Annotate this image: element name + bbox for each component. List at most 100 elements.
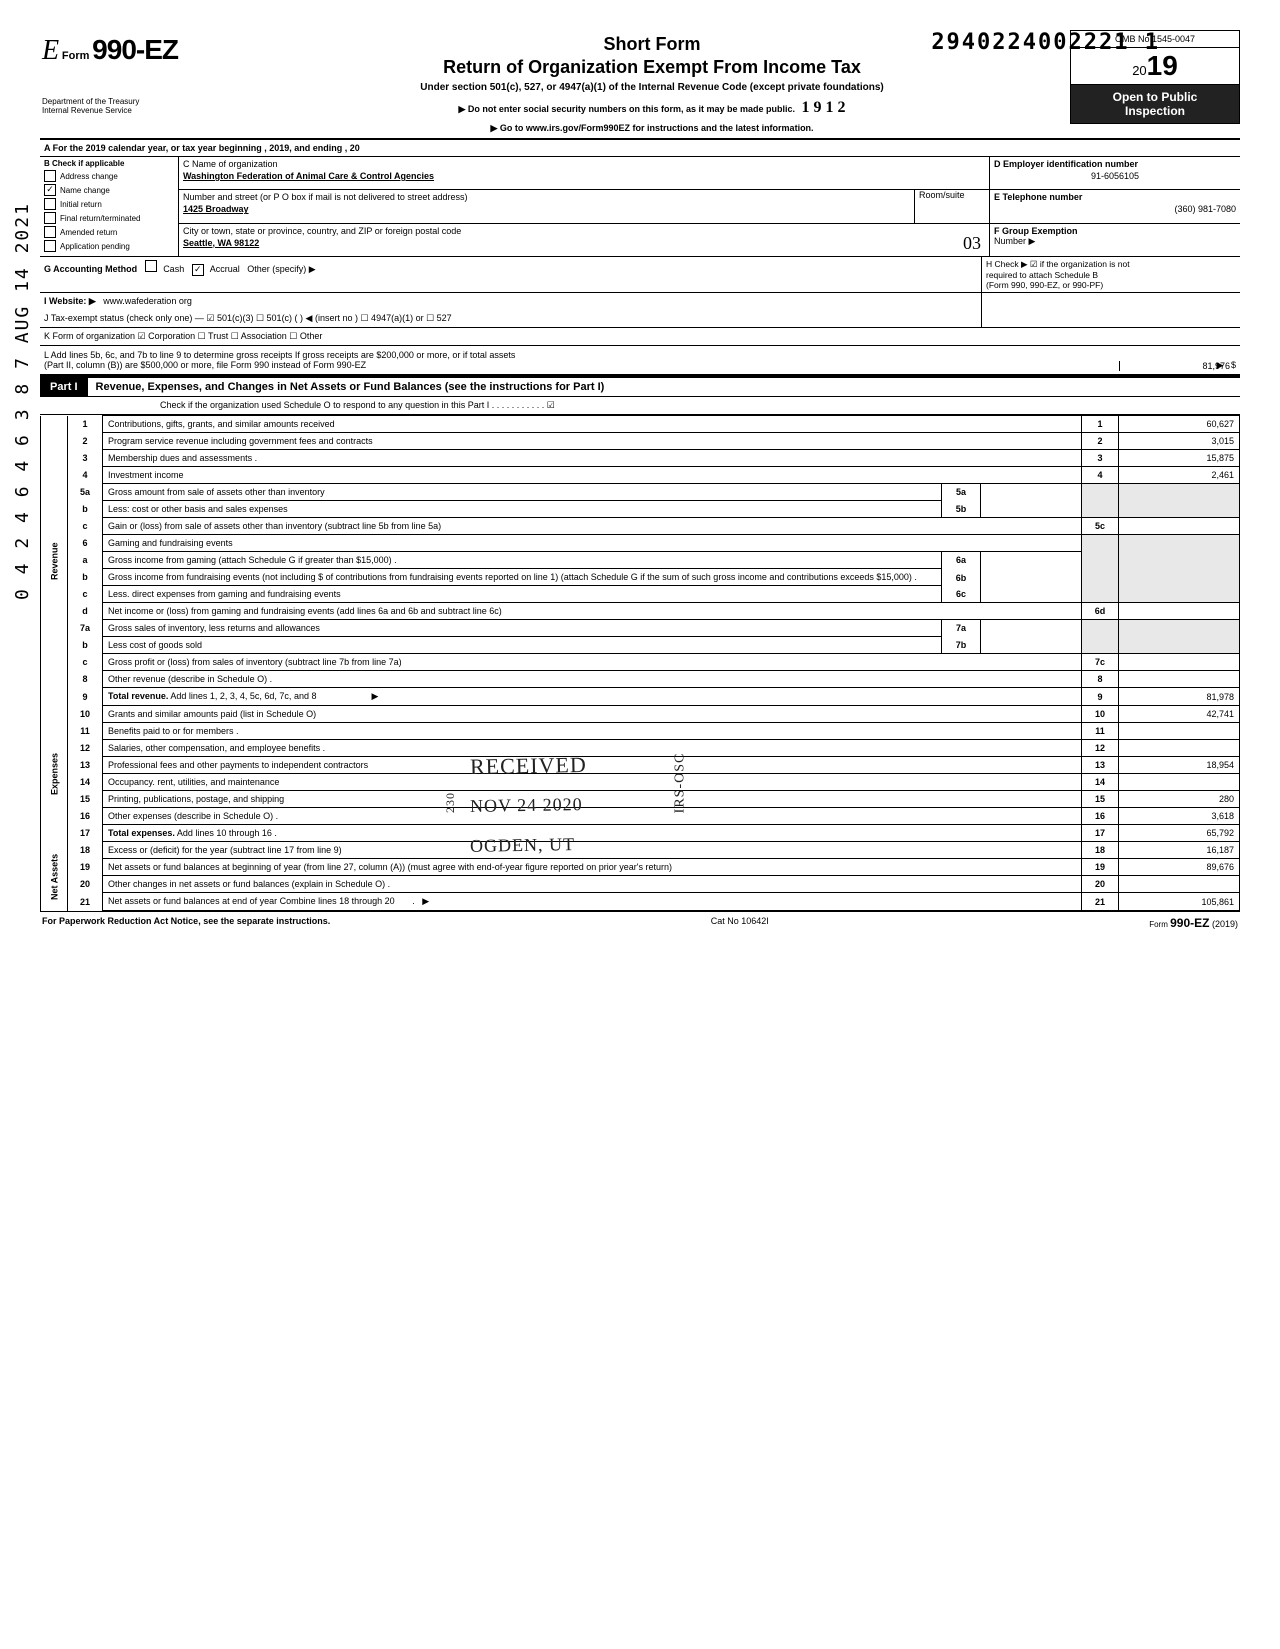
row6d-amt bbox=[1119, 603, 1240, 620]
h-line1: H Check ▶ ☑ if the organization is not bbox=[986, 259, 1236, 270]
document-number: 2940224002221 1 bbox=[931, 30, 1160, 55]
row3-box: 3 bbox=[1082, 450, 1119, 467]
footer-left: For Paperwork Reduction Act Notice, see … bbox=[42, 916, 330, 930]
cb-accrual-label: Accrual bbox=[210, 264, 240, 274]
part1-title: Revenue, Expenses, and Changes in Net As… bbox=[88, 378, 1240, 396]
instruction-goto-irs: ▶ Go to www.irs.gov/Form990EZ for instru… bbox=[240, 123, 1064, 134]
row15-desc: Printing, publications, postage, and shi… bbox=[103, 791, 1082, 808]
cb-address-change[interactable] bbox=[44, 170, 56, 182]
row20-num: 20 bbox=[68, 876, 103, 893]
cb-accrual[interactable]: ✓ bbox=[192, 264, 204, 276]
side-netassets: Net Assets bbox=[41, 842, 68, 911]
row19-desc: Net assets or fund balances at beginning… bbox=[103, 859, 1082, 876]
cb-application-pending[interactable] bbox=[44, 240, 56, 252]
d-ein-label: D Employer identification number bbox=[994, 159, 1236, 169]
row14-desc: Occupancy. rent, utilities, and maintena… bbox=[103, 774, 1082, 791]
cb-initial-return[interactable] bbox=[44, 198, 56, 210]
row7c-desc: Gross profit or (loss) from sales of inv… bbox=[103, 654, 1082, 671]
form-title: Return of Organization Exempt From Incom… bbox=[240, 57, 1064, 78]
cb-application-pending-label: Application pending bbox=[60, 242, 130, 251]
row6c-iamt bbox=[981, 586, 1082, 603]
form-number: 990-EZ bbox=[92, 34, 178, 65]
row9-desc: Total revenue. Add lines 1, 2, 3, 4, 5c,… bbox=[103, 688, 1082, 706]
handwritten-03: 03 bbox=[963, 233, 981, 254]
row14-box: 14 bbox=[1082, 774, 1119, 791]
row7b-desc: Less cost of goods sold bbox=[103, 637, 942, 654]
org-name: Washington Federation of Animal Care & C… bbox=[183, 171, 985, 181]
row9-box: 9 bbox=[1082, 688, 1119, 706]
row5b-iamt bbox=[981, 501, 1082, 518]
row1-box: 1 bbox=[1082, 416, 1119, 433]
cb-amended-return[interactable] bbox=[44, 226, 56, 238]
row6b-ibox: 6b bbox=[942, 569, 981, 586]
row18-box: 18 bbox=[1082, 842, 1119, 859]
row11-num: 11 bbox=[68, 723, 103, 740]
row11-desc: Benefits paid to or for members . bbox=[103, 723, 1082, 740]
row6b-desc: Gross income from fundraising events (no… bbox=[103, 569, 942, 586]
row6d-desc: Net income or (loss) from gaming and fun… bbox=[103, 603, 1082, 620]
row7a-ibox: 7a bbox=[942, 620, 981, 637]
f-group-number: Number ▶ bbox=[994, 236, 1035, 246]
row19-num: 19 bbox=[68, 859, 103, 876]
row17-num: 17 bbox=[68, 825, 103, 842]
row5a-ibox: 5a bbox=[942, 484, 981, 501]
cb-name-change[interactable]: ✓ bbox=[44, 184, 56, 196]
row6a-iamt bbox=[981, 552, 1082, 569]
row6c-desc: Less. direct expenses from gaming and fu… bbox=[103, 586, 942, 603]
row18-desc: Excess or (deficit) for the year (subtra… bbox=[103, 842, 1082, 859]
row5b-desc: Less: cost or other basis and sales expe… bbox=[103, 501, 942, 518]
form-prefix: Form bbox=[62, 50, 90, 62]
cb-final-return[interactable] bbox=[44, 212, 56, 224]
row11-box: 11 bbox=[1082, 723, 1119, 740]
row7c-amt bbox=[1119, 654, 1240, 671]
c-addr-label: Number and street (or P O box if mail is… bbox=[183, 192, 914, 202]
org-address: 1425 Broadway bbox=[183, 204, 914, 214]
cb-cash-label: Cash bbox=[163, 264, 184, 274]
f-group-label: F Group Exemption bbox=[994, 226, 1078, 236]
row1-amt: 60,627 bbox=[1119, 416, 1240, 433]
row5c-box: 5c bbox=[1082, 518, 1119, 535]
row15-amt: 280 bbox=[1119, 791, 1240, 808]
gray-5ab-amt bbox=[1119, 484, 1240, 518]
row9-num: 9 bbox=[68, 688, 103, 706]
row10-box: 10 bbox=[1082, 706, 1119, 723]
side-revenue: Revenue bbox=[41, 416, 68, 706]
row6c-ibox: 6c bbox=[942, 586, 981, 603]
e-tel-label: E Telephone number bbox=[994, 192, 1236, 202]
website-value: www.wafederation org bbox=[103, 296, 192, 306]
l-line1: L Add lines 5b, 6c, and 7b to line 9 to … bbox=[44, 350, 1236, 360]
org-city: Seattle, WA 98122 bbox=[183, 238, 985, 248]
row20-amt bbox=[1119, 876, 1240, 893]
l-line2: (Part II, column (B)) are $500,000 or mo… bbox=[44, 360, 366, 370]
i-label: I Website: ▶ bbox=[44, 296, 96, 306]
line-a-tax-year: A For the 2019 calendar year, or tax yea… bbox=[40, 140, 1240, 157]
gray-5ab bbox=[1082, 484, 1119, 518]
part1-label: Part I bbox=[40, 378, 88, 396]
c-name-label: C Name of organization bbox=[183, 159, 985, 169]
row17-box: 17 bbox=[1082, 825, 1119, 842]
row7a-desc: Gross sales of inventory, less returns a… bbox=[103, 620, 942, 637]
gray-6 bbox=[1082, 535, 1119, 603]
row21-desc: Net assets or fund balances at end of ye… bbox=[103, 893, 1082, 911]
row13-desc: Professional fees and other payments to … bbox=[103, 757, 1082, 774]
row13-amt: 18,954 bbox=[1119, 757, 1240, 774]
row13-num: 13 bbox=[68, 757, 103, 774]
row21-box: 21 bbox=[1082, 893, 1119, 911]
row5a-desc: Gross amount from sale of assets other t… bbox=[103, 484, 942, 501]
cb-cash[interactable] bbox=[145, 260, 157, 272]
row2-desc: Program service revenue including govern… bbox=[103, 433, 1082, 450]
row5b-num: b bbox=[68, 501, 103, 518]
stamp-230: 230 bbox=[443, 792, 458, 813]
row4-num: 4 bbox=[68, 467, 103, 484]
row8-amt bbox=[1119, 671, 1240, 688]
row9-amt: 81,978 bbox=[1119, 688, 1240, 706]
row19-box: 19 bbox=[1082, 859, 1119, 876]
h-line2: required to attach Schedule B bbox=[986, 270, 1236, 280]
cb-initial-return-label: Initial return bbox=[60, 200, 102, 209]
side-expenses: Expenses bbox=[41, 706, 68, 842]
l-amount: 81,976 bbox=[1119, 361, 1234, 371]
row6d-num: d bbox=[68, 603, 103, 620]
row4-box: 4 bbox=[1082, 467, 1119, 484]
c-city-label: City or town, state or province, country… bbox=[183, 226, 985, 236]
row14-amt bbox=[1119, 774, 1240, 791]
